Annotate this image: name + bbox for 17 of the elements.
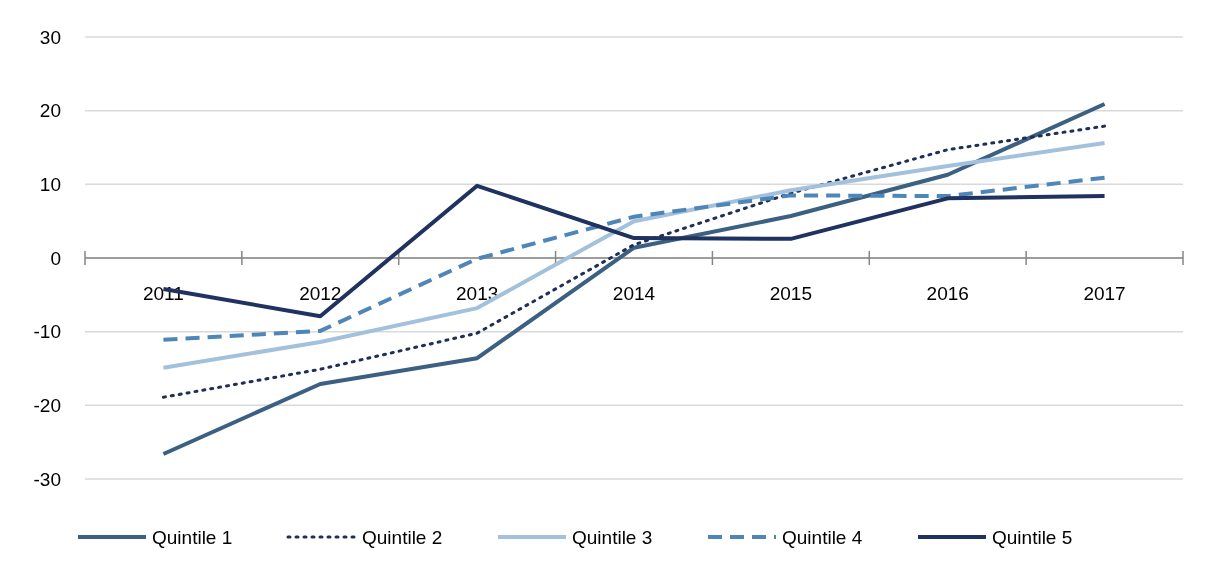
x-tick-label: 2017	[1083, 283, 1126, 304]
y-tick-label: 20	[39, 100, 61, 122]
x-tick-label: 2016	[926, 283, 969, 304]
y-tick-label: -20	[33, 394, 61, 416]
y-tick-label: 0	[50, 247, 61, 269]
y-tick-label: 10	[39, 173, 61, 195]
y-tick-label: 30	[39, 26, 61, 48]
legend-label: Quintile 4	[782, 526, 863, 548]
legend-label: Quintile 5	[992, 526, 1073, 548]
y-tick-label: -10	[33, 321, 61, 343]
x-tick-label: 2012	[299, 283, 342, 304]
legend-label: Quintile 2	[362, 526, 443, 548]
x-tick-label: 2014	[612, 283, 656, 304]
y-tick-label: -30	[33, 468, 61, 490]
legend-label: Quintile 1	[152, 526, 233, 548]
x-tick-label: 2015	[769, 283, 812, 304]
legend-label: Quintile 3	[572, 526, 653, 548]
